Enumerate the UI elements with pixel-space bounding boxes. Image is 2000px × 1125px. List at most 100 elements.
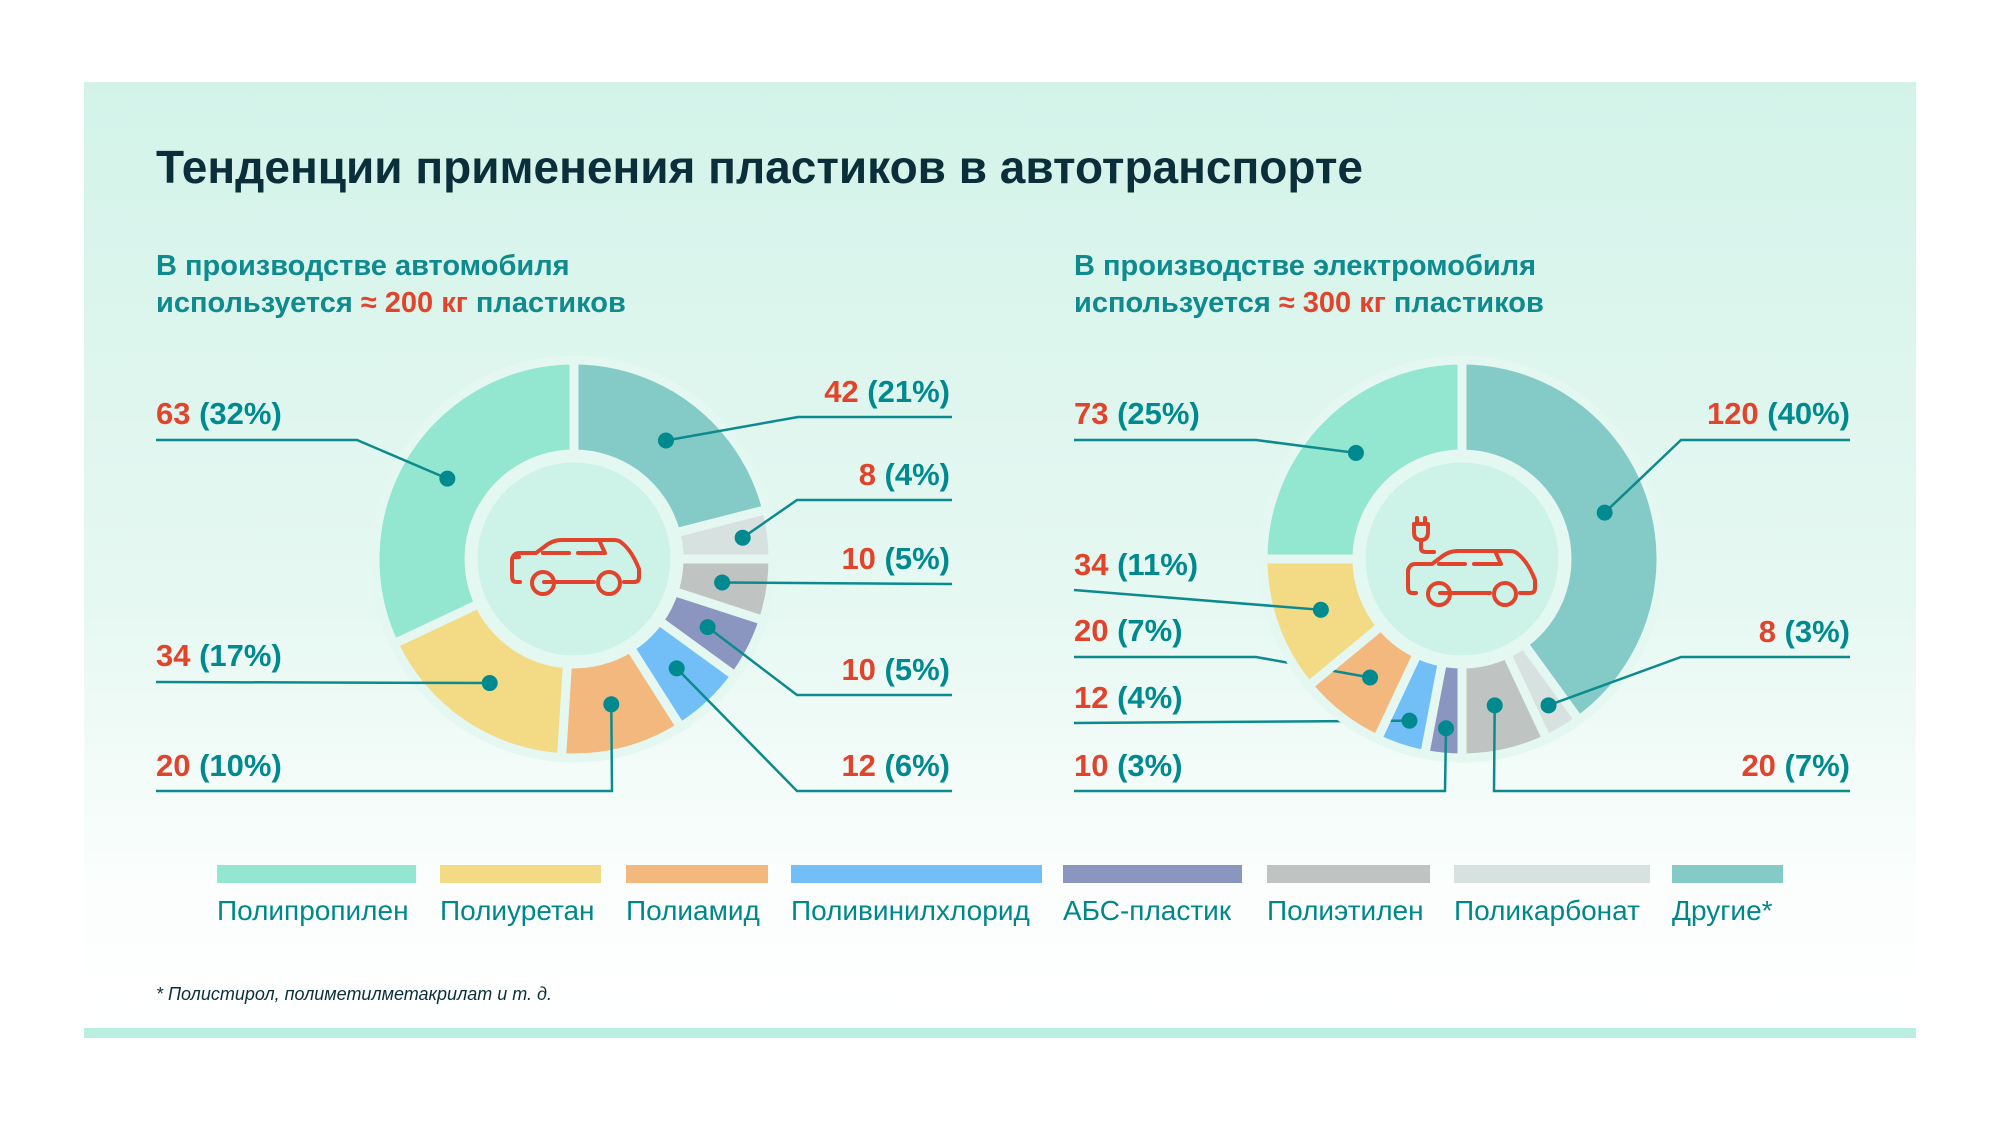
slice-percent: (3%) bbox=[1117, 748, 1182, 783]
legend-item: Другие* bbox=[1672, 865, 1783, 926]
slice-percent: (17%) bbox=[199, 638, 282, 673]
legend-item: Полиамид bbox=[626, 865, 768, 926]
legend-swatch bbox=[791, 865, 1042, 883]
right-subtitle-amount: ≈ 300 кг bbox=[1278, 287, 1386, 319]
right-subtitle-suffix: пластиков bbox=[1385, 287, 1544, 319]
slice-label: 20 (10%) bbox=[156, 748, 282, 783]
left-subtitle-amount: ≈ 200 кг bbox=[360, 287, 468, 319]
bottom-divider bbox=[84, 1028, 1916, 1038]
leader-dot bbox=[1438, 720, 1455, 737]
slice-percent: (5%) bbox=[885, 541, 950, 576]
electric-car-icon bbox=[1406, 516, 1537, 607]
slice-label: 73 (25%) bbox=[1074, 396, 1200, 431]
leader-dot bbox=[668, 660, 685, 677]
slice-percent: (32%) bbox=[199, 396, 282, 431]
leader-line bbox=[1492, 705, 1850, 793]
slice-percent: (11%) bbox=[1117, 547, 1198, 582]
leader-dot bbox=[603, 696, 620, 713]
leader-line bbox=[722, 581, 953, 586]
legend-item: Поливинилхлорид bbox=[791, 865, 1042, 926]
left-subtitle-prefix: используется bbox=[156, 287, 361, 319]
leader-dot bbox=[734, 529, 751, 546]
leader-dot bbox=[481, 675, 498, 692]
leader-line bbox=[156, 438, 448, 480]
leader-dot bbox=[657, 432, 674, 449]
legend-label: Полиуретан bbox=[440, 895, 595, 926]
slice-percent: (21%) bbox=[867, 374, 950, 409]
legend-swatch bbox=[1267, 865, 1430, 883]
leader-line bbox=[155, 680, 490, 685]
slice-value: 73 bbox=[1074, 396, 1117, 431]
car-icon bbox=[510, 538, 641, 596]
slice-label: 34 (17%) bbox=[156, 638, 282, 673]
legend-label: Полипропилен bbox=[217, 895, 409, 926]
donut-center bbox=[468, 453, 680, 665]
left-subtitle-suffix: пластиков bbox=[467, 287, 626, 319]
slice-percent: (40%) bbox=[1767, 396, 1850, 431]
right-subtitle: В производстве электромобиля используетс… bbox=[1074, 248, 1544, 322]
slice-label: 8 (3%) bbox=[1759, 614, 1850, 649]
legend-item: Полиуретан bbox=[440, 865, 601, 926]
left-subtitle: В производстве автомобиля используется ≈… bbox=[156, 248, 626, 322]
leader-line bbox=[1073, 588, 1321, 612]
slice-percent: (4%) bbox=[885, 457, 950, 492]
slice-value: 20 bbox=[1741, 748, 1784, 783]
leader-dot bbox=[1486, 697, 1503, 714]
leader-line bbox=[665, 415, 952, 442]
leader-dot bbox=[1401, 712, 1418, 729]
slice-value: 12 bbox=[841, 748, 884, 783]
leader-dot bbox=[699, 619, 716, 636]
leader-dot bbox=[1312, 601, 1329, 618]
slice-percent: (7%) bbox=[1785, 748, 1850, 783]
slice-value: 63 bbox=[156, 396, 199, 431]
legend-label: Поликарбонат bbox=[1454, 895, 1640, 926]
legend-swatch bbox=[440, 865, 601, 883]
slice-label: 63 (32%) bbox=[156, 396, 282, 431]
leader-dot bbox=[439, 470, 456, 487]
footnote: * Полистирол, полиметилметакрилат и т. д… bbox=[156, 984, 552, 1004]
slice-label: 34 (11%) bbox=[1074, 547, 1198, 582]
slice-label: 12 (4%) bbox=[1074, 680, 1183, 715]
leader-line bbox=[706, 626, 952, 697]
legend-item: Полипропилен bbox=[217, 865, 416, 926]
legend-item: Полиэтилен bbox=[1267, 865, 1430, 926]
legend-item: АБС-пластик bbox=[1063, 865, 1242, 926]
slice-percent: (5%) bbox=[885, 652, 950, 687]
left-subtitle-line2: используется ≈ 200 кг пластиков bbox=[156, 285, 626, 322]
slice-value: 120 bbox=[1707, 396, 1767, 431]
leader-dot bbox=[1347, 444, 1364, 461]
legend-label: Другие* bbox=[1672, 895, 1773, 926]
leader-line bbox=[1548, 655, 1850, 707]
slice-value: 10 bbox=[1074, 748, 1117, 783]
left-subtitle-line1: В производстве автомобиля bbox=[156, 250, 570, 282]
slice-label: 120 (40%) bbox=[1707, 396, 1850, 431]
slice-value: 12 bbox=[1074, 680, 1117, 715]
leader-line bbox=[1603, 438, 1850, 514]
slice-label: 20 (7%) bbox=[1741, 748, 1850, 783]
slice-label: 20 (7%) bbox=[1074, 613, 1183, 648]
leader-line bbox=[1074, 438, 1357, 455]
slice-percent: (7%) bbox=[1117, 613, 1182, 648]
legend-label: Полиэтилен bbox=[1267, 895, 1424, 926]
leader-line bbox=[675, 667, 952, 793]
legend-label: АБС-пластик bbox=[1063, 895, 1232, 926]
leader-line bbox=[741, 498, 952, 539]
slice-label: 10 (5%) bbox=[841, 541, 950, 576]
slice-percent: (6%) bbox=[885, 748, 950, 783]
leader-dot bbox=[714, 574, 731, 591]
slice-value: 10 bbox=[841, 541, 884, 576]
legend-swatch bbox=[1063, 865, 1242, 883]
slice-value: 42 bbox=[824, 374, 867, 409]
leader-dot bbox=[1362, 669, 1379, 686]
slice-label: 10 (3%) bbox=[1074, 748, 1183, 783]
legend-swatch bbox=[1454, 865, 1650, 883]
slice-value: 8 bbox=[859, 457, 885, 492]
page-title: Тенденции применения пластиков в автотра… bbox=[156, 141, 1363, 193]
slice-value: 20 bbox=[1074, 613, 1117, 648]
slice-value: 34 bbox=[156, 638, 199, 673]
legend-label: Полиамид bbox=[626, 895, 760, 926]
slice-percent: (3%) bbox=[1785, 614, 1850, 649]
slice-label: 12 (6%) bbox=[841, 748, 950, 783]
legend-item: Поликарбонат bbox=[1454, 865, 1650, 926]
